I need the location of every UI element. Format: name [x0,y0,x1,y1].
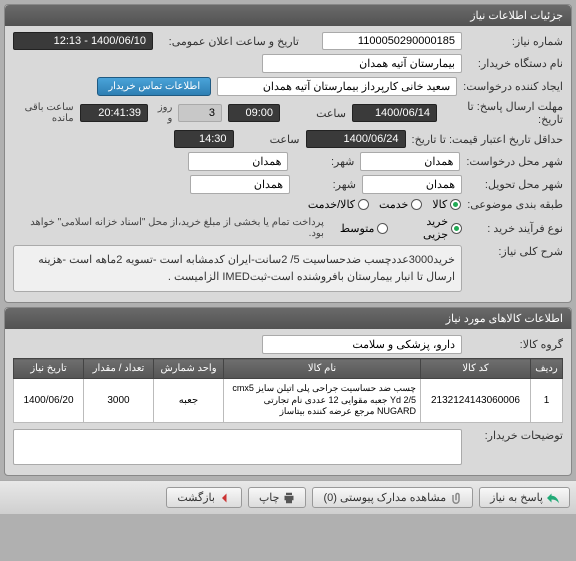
remain-label: ساعت باقی مانده [13,102,74,124]
contact-info-button[interactable]: اطلاعات تماس خریدار [97,77,211,96]
radio-minor[interactable]: خرید جزیی [398,215,462,241]
requester-label: ایجاد کننده درخواست: [463,80,563,93]
back-icon [219,492,231,504]
need-no-value: 1100050290000185 [322,32,462,50]
attachment-icon [450,492,462,504]
hour-label-2: ساعت [240,133,300,146]
radio-service[interactable]: خدمت [379,198,422,211]
public-datetime-label: تاریخ و ساعت اعلان عمومی: [159,35,299,48]
table-header-row: ردیف کد کالا نام کالا واحد شمارش تعداد /… [14,359,563,379]
items-panel-body: گروه کالا: دارو، پزشکی و سلامت ردیف کد ک… [5,329,571,475]
info-panel-header: جزئیات اطلاعات نیاز [5,5,571,26]
print-button[interactable]: چاپ [248,487,307,508]
validity-label: حداقل تاریخ اعتبار قیمت: تا تاریخ: [412,133,563,146]
reply-icon [547,492,559,504]
need-desc-label: شرح کلی نیاز: [468,245,563,258]
city-label-1: شهر: [294,155,354,168]
cell-code: 2132124143060006 [421,379,531,423]
del-city-label: شهر محل تحویل: [468,178,563,191]
resp-date-value: 1400/06/14 [352,104,437,122]
need-desc-value: خرید3000عددچسب ضدحساسیت 5/ 2سانت-ایران ک… [13,245,462,292]
th-unit: واحد شمارش [154,359,224,379]
radio-goods[interactable]: کالا [432,198,461,211]
days-value: 3 [178,104,222,122]
cell-qty: 3000 [84,379,154,423]
del-city-value: همدان [190,175,290,194]
cell-date: 1400/06/20 [14,379,84,423]
buyer-comment-box [13,429,462,465]
resp-deadline-label: مهلت ارسال پاسخ: تا تاریخ: [443,100,563,126]
items-panel: اطلاعات کالاهای مورد نیاز گروه کالا: دار… [4,307,572,476]
th-date: تاریخ نیاز [14,359,84,379]
cell-idx: 1 [531,379,563,423]
hour-label-1: ساعت [286,107,346,120]
classification-radio-group: کالا خدمت کالا/خدمت [308,198,461,211]
items-panel-header: اطلاعات کالاهای مورد نیاز [5,308,571,329]
process-radio-group: خرید جزیی متوسط [340,215,462,241]
items-table: ردیف کد کالا نام کالا واحد شمارش تعداد /… [13,358,563,423]
radio-both[interactable]: کالا/خدمت [308,198,369,211]
day-and-label: روز و [154,102,172,124]
print-icon [283,492,295,504]
back-button[interactable]: بازگشت [166,487,242,508]
city-label-2: شهر: [296,178,356,191]
product-group-value: دارو، پزشکی و سلامت [262,335,462,354]
buy-process-label: نوع فرآیند خرید : [468,222,563,235]
th-idx: ردیف [531,359,563,379]
attachments-button[interactable]: مشاهده مدارک پیوستی (0) [312,487,473,508]
classification-label: طبقه بندی موضوعی: [467,198,563,211]
req-province-value: همدان [360,152,460,171]
remain-time-value: 20:41:39 [80,104,148,122]
del-province-value: همدان [362,175,462,194]
resp-time-value: 09:00 [228,104,280,122]
requester-value: سعید خانی کارپرداز بیمارستان آتیه همدان [217,77,457,96]
info-panel-body: شماره نیاز: 1100050290000185 تاریخ و ساع… [5,26,571,302]
validity-date-value: 1400/06/24 [306,130,406,148]
product-group-label: گروه کالا: [468,338,563,351]
buyer-org-value: بیمارستان آتیه همدان [262,54,462,73]
reply-button[interactable]: پاسخ به نیاز [479,487,570,508]
cell-unit: جعبه [154,379,224,423]
buyer-comment-label: توضیحات خریدار: [468,429,563,442]
th-qty: تعداد / مقدار [84,359,154,379]
validity-time-value: 14:30 [174,130,234,148]
req-city-label: شهر محل درخواست: [466,155,563,168]
need-no-label: شماره نیاز: [468,35,563,48]
cell-name: چسب ضد حساسیت جراحی پلی اتیلن سایز cmx5 … [224,379,421,423]
req-city-value: همدان [188,152,288,171]
th-code: کد کالا [421,359,531,379]
public-datetime-value: 1400/06/10 - 12:13 [13,32,153,50]
info-panel: جزئیات اطلاعات نیاز شماره نیاز: 11000502… [4,4,572,303]
payment-note: پرداخت تمام یا بخشی از مبلغ خرید،از محل … [13,217,324,239]
th-name: نام کالا [224,359,421,379]
footer-toolbar: پاسخ به نیاز مشاهده مدارک پیوستی (0) چاپ… [0,480,576,514]
table-row[interactable]: 1 2132124143060006 چسب ضد حساسیت جراحی پ… [14,379,563,423]
buyer-org-label: نام دستگاه خریدار: [468,57,563,70]
radio-medium[interactable]: متوسط [340,222,389,235]
